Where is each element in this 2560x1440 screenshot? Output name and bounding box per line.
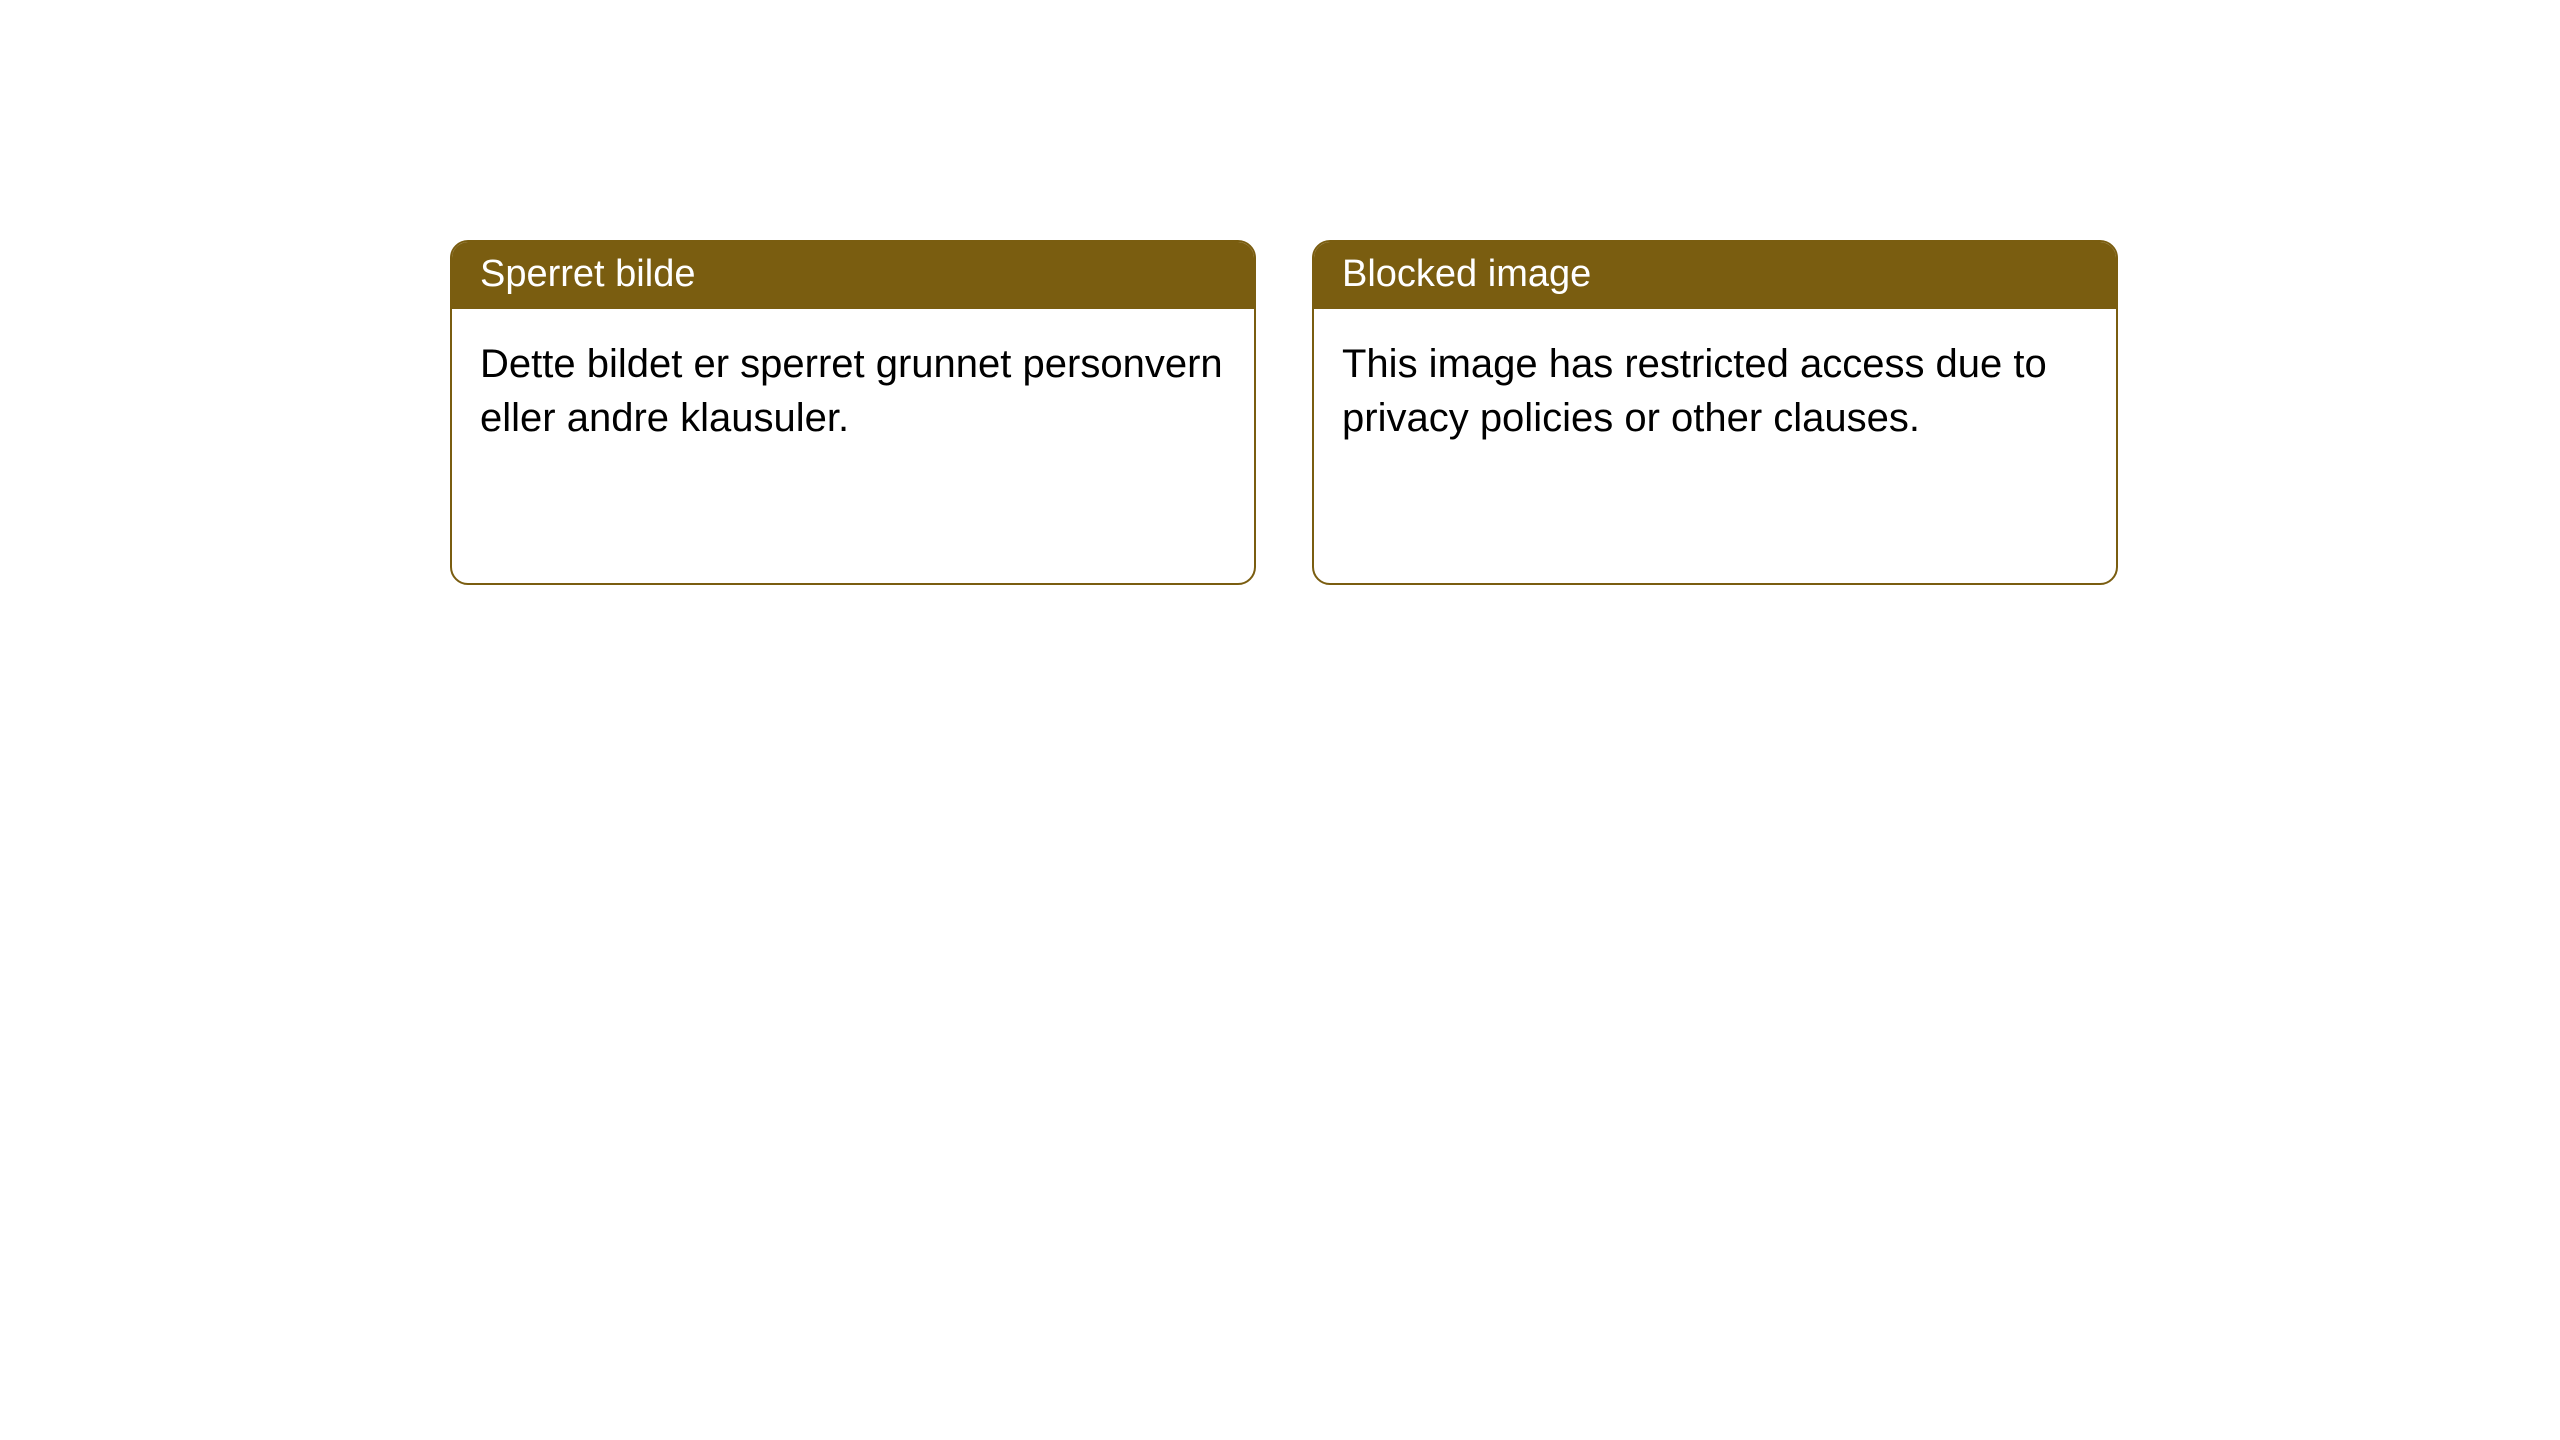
notice-body: This image has restricted access due to … [1314,309,2116,583]
notice-header: Sperret bilde [452,242,1254,309]
notice-card-english: Blocked image This image has restricted … [1312,240,2118,585]
notice-header: Blocked image [1314,242,2116,309]
notice-body: Dette bildet er sperret grunnet personve… [452,309,1254,583]
notices-container: Sperret bilde Dette bildet er sperret gr… [0,0,2560,585]
notice-card-norwegian: Sperret bilde Dette bildet er sperret gr… [450,240,1256,585]
